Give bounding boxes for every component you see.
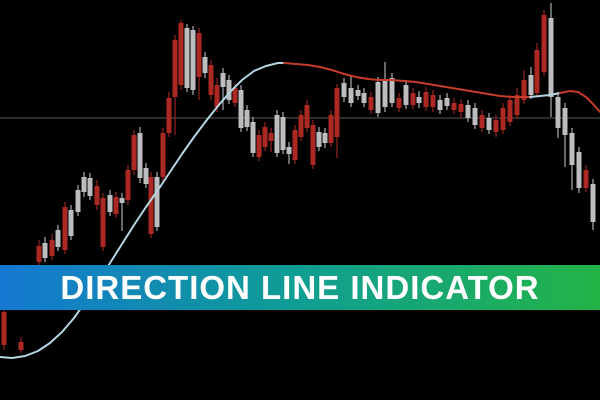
candle-body <box>361 93 367 103</box>
candle-body <box>521 80 527 100</box>
candle-body <box>226 80 232 100</box>
candle-body <box>286 147 292 154</box>
candle-body <box>292 130 298 160</box>
candle-body <box>214 85 220 107</box>
candle-body <box>268 133 274 141</box>
candle-body <box>590 184 596 222</box>
candle-body <box>465 105 471 118</box>
candle-body <box>541 15 547 72</box>
banner-title: DIRECTION LINE INDICATOR <box>60 269 540 306</box>
candle-body <box>396 98 402 108</box>
candle-body <box>410 93 416 105</box>
candle-body <box>569 133 575 165</box>
candle-body <box>125 170 131 200</box>
candle-body <box>479 115 485 128</box>
candle-body <box>444 98 450 106</box>
candle-body <box>75 190 81 212</box>
candle-body <box>368 97 374 110</box>
direction-line-down-segment <box>559 90 600 113</box>
candle-body <box>274 115 280 153</box>
candle-body <box>238 90 244 128</box>
candle-body <box>107 195 113 212</box>
candle-body <box>423 92 429 107</box>
candle-body <box>514 95 520 115</box>
candle-body <box>94 186 100 205</box>
direction-line-up-segment <box>529 92 561 98</box>
candle-body <box>256 135 262 157</box>
candle-body <box>87 178 93 196</box>
candle-body <box>375 82 381 113</box>
candle-body <box>583 170 589 188</box>
candle-body <box>500 108 506 130</box>
candle-body <box>403 85 409 105</box>
candle-body <box>451 103 457 110</box>
candle-body <box>334 88 340 137</box>
candle-body <box>416 97 422 103</box>
candle-body <box>562 108 568 135</box>
candle-body <box>280 117 286 150</box>
candle-body <box>430 95 436 107</box>
candle-body <box>486 118 492 130</box>
direction-line-down-segment <box>283 62 531 98</box>
candle-body <box>244 110 250 127</box>
candle-body <box>143 168 149 184</box>
candle-body <box>190 30 196 90</box>
candle-body <box>148 177 154 234</box>
candle-body <box>166 98 172 133</box>
candle-body <box>576 152 582 188</box>
candle-body <box>341 83 347 97</box>
candle-body <box>298 115 304 137</box>
candle-body <box>322 133 328 143</box>
candle-body <box>232 88 238 103</box>
candle-body <box>250 122 256 153</box>
candle-body <box>220 73 226 87</box>
candle-body <box>310 125 316 165</box>
candle-body <box>1 312 7 345</box>
candle-body <box>458 104 464 112</box>
direction-line-up-segment <box>0 62 285 359</box>
candle-body <box>178 23 184 85</box>
candle-body <box>36 246 42 262</box>
candle-body <box>472 108 478 125</box>
candle-body <box>493 120 499 132</box>
candle-body <box>437 100 443 110</box>
candle-body <box>528 75 534 95</box>
candle-body <box>154 177 160 227</box>
candle-body <box>328 115 334 143</box>
candle-body <box>355 90 361 96</box>
candle-body <box>172 40 178 97</box>
candle-body <box>389 78 395 103</box>
candle-body <box>196 33 202 77</box>
candle-body <box>348 88 354 103</box>
candle-body <box>119 198 125 203</box>
candle-body <box>18 342 24 350</box>
candle-body <box>262 127 268 147</box>
candle-body <box>55 230 61 247</box>
candle-body <box>555 97 561 128</box>
candle-body <box>382 80 388 107</box>
candle-body <box>208 65 214 95</box>
candle-body <box>62 207 68 250</box>
candle-body <box>548 18 554 97</box>
candle-body <box>507 100 513 122</box>
candle-body <box>137 133 143 178</box>
candle-body <box>68 210 74 236</box>
candle-body <box>534 50 540 93</box>
candle-body <box>202 57 208 73</box>
candle-body <box>304 105 310 128</box>
candle-body <box>42 243 48 258</box>
candle-body <box>113 197 119 214</box>
candle-body <box>100 198 106 247</box>
candle-body <box>49 240 55 256</box>
candle-body <box>184 28 190 88</box>
banner: DIRECTION LINE INDICATOR <box>0 265 600 310</box>
candle-body <box>160 133 166 177</box>
candle-body <box>81 177 87 192</box>
candle-body <box>131 135 137 170</box>
candle-body <box>316 132 322 147</box>
